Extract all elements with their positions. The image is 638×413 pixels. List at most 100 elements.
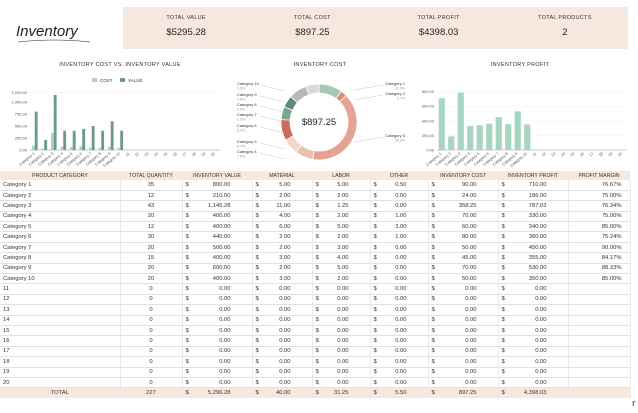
cell-quantity[interactable]: 0 — [120, 335, 183, 347]
cell-margin[interactable] — [568, 377, 631, 389]
cell-profit[interactable]: $340.00 — [498, 221, 569, 233]
cell-margin[interactable] — [568, 367, 631, 378]
cell-material[interactable]: $0.00 — [252, 294, 313, 306]
cell-cost[interactable]: $0.00 — [428, 304, 499, 316]
cell-profit[interactable]: $330.00 — [498, 211, 569, 223]
cell-material[interactable]: $2.00 — [252, 263, 313, 275]
cell-profit[interactable]: $186.00 — [498, 190, 569, 202]
cell-category[interactable]: 12 — [0, 294, 121, 306]
col-total-quantity[interactable]: TOTAL QUANTITY — [120, 171, 182, 180]
cell-value[interactable]: $440.00 — [182, 231, 253, 243]
cell-other[interactable]: $0.00 — [370, 304, 429, 316]
cell-margin[interactable] — [568, 356, 631, 368]
col-inventory-cost[interactable]: INVENTORY COST — [428, 171, 498, 180]
cell-quantity[interactable]: 20 — [120, 263, 183, 275]
cell-margin[interactable] — [568, 304, 631, 316]
cell-labor[interactable]: $0.00 — [312, 315, 371, 326]
cell-material[interactable]: $40.00 — [252, 387, 313, 398]
cell-category[interactable]: Category 2 — [0, 190, 121, 202]
cell-other[interactable]: $0.00 — [370, 346, 429, 358]
col-labor[interactable]: LABOR — [312, 171, 370, 180]
cell-other[interactable]: $0.00 — [370, 325, 429, 337]
cell-margin[interactable] — [568, 346, 631, 358]
cell-cost[interactable]: $24.00 — [428, 190, 499, 202]
cell-cost[interactable]: $358.25 — [428, 200, 499, 212]
cell-other[interactable]: $0.50 — [370, 180, 429, 191]
cell-margin[interactable] — [568, 315, 631, 326]
cell-margin[interactable]: 85.00% — [568, 221, 631, 233]
cell-margin[interactable]: 90.00% — [568, 242, 631, 254]
cell-cost[interactable]: $0.00 — [428, 294, 499, 306]
cell-cost[interactable]: $0.00 — [428, 315, 499, 326]
cell-cost[interactable]: $70.00 — [428, 263, 499, 275]
cell-category[interactable]: 20 — [0, 377, 121, 389]
cell-margin[interactable] — [568, 335, 631, 347]
cell-value[interactable]: $0.00 — [182, 283, 253, 295]
cell-labor[interactable]: $0.00 — [312, 325, 371, 337]
cell-profit[interactable]: $0.00 — [498, 325, 569, 337]
cell-quantity[interactable]: 12 — [120, 221, 183, 233]
cell-margin[interactable]: 75.00% — [568, 190, 631, 202]
cell-cost[interactable]: $70.00 — [428, 211, 499, 223]
cell-value[interactable]: $0.00 — [182, 377, 253, 389]
cell-profit[interactable]: $0.00 — [498, 294, 569, 306]
cell-category[interactable]: Category 8 — [0, 252, 121, 264]
cell-value[interactable]: $0.00 — [182, 304, 253, 316]
cell-quantity[interactable]: 20 — [120, 242, 183, 254]
cell-other[interactable]: $0.00 — [370, 283, 429, 295]
cell-other[interactable]: $3.00 — [370, 221, 429, 233]
cell-value[interactable]: $0.00 — [182, 335, 253, 347]
cell-category[interactable]: Category 7 — [0, 242, 121, 254]
cell-quantity[interactable]: 30 — [120, 231, 183, 243]
cell-cost[interactable]: $0.00 — [428, 325, 499, 337]
cell-profit[interactable]: $0.00 — [498, 283, 569, 295]
cell-other[interactable]: $5.50 — [370, 387, 429, 398]
cell-cost[interactable]: $0.00 — [428, 346, 499, 358]
cell-category[interactable]: Category 3 — [0, 200, 121, 212]
cell-labor[interactable]: $0.00 — [312, 304, 371, 316]
cell-category[interactable]: 18 — [0, 356, 121, 368]
cell-category[interactable]: 17 — [0, 346, 121, 358]
cell-value[interactable]: $0.00 — [182, 346, 253, 358]
cell-value[interactable]: $210.00 — [182, 190, 253, 202]
cell-profit[interactable]: $710.00 — [498, 180, 569, 191]
cell-cost[interactable]: $45.00 — [428, 252, 499, 264]
cell-labor[interactable]: $2.00 — [312, 231, 371, 243]
cell-margin[interactable] — [568, 325, 631, 337]
cell-material[interactable]: $2.00 — [252, 242, 313, 254]
cell-labor[interactable]: $0.00 — [312, 346, 371, 358]
cell-value[interactable]: $800.00 — [182, 180, 253, 191]
cell-cost[interactable]: $0.00 — [428, 335, 499, 347]
cell-margin[interactable]: 75.24% — [568, 231, 631, 243]
cell-other[interactable]: $1.00 — [370, 211, 429, 223]
cell-cost[interactable]: $0.00 — [428, 377, 499, 389]
cell-value[interactable]: $400.00 — [182, 252, 253, 264]
cell-quantity[interactable]: 35 — [120, 180, 183, 191]
col-other[interactable]: OTHER — [370, 171, 428, 180]
cell-value[interactable]: $600.00 — [182, 263, 253, 275]
cell-material[interactable]: $4.00 — [252, 211, 313, 223]
col-inventory-profit[interactable]: INVENTORY PROFIT — [498, 171, 568, 180]
cell-margin[interactable] — [568, 294, 631, 306]
cell-profit[interactable]: $0.00 — [498, 304, 569, 316]
cell-other[interactable]: $0.00 — [370, 356, 429, 368]
col-product-category[interactable]: PRODUCT CATEGORY — [0, 171, 120, 180]
cell-profit[interactable]: $350.00 — [498, 273, 569, 285]
cell-cost[interactable]: $0.00 — [428, 367, 499, 378]
cell-other[interactable]: $0.00 — [370, 242, 429, 254]
cell-margin[interactable]: 76.34% — [568, 200, 631, 212]
cell-profit[interactable]: $0.00 — [498, 346, 569, 358]
cell-other[interactable]: $0.00 — [370, 367, 429, 378]
cell-other[interactable]: $0.00 — [370, 263, 429, 275]
cell-cost[interactable]: $0.00 — [428, 356, 499, 368]
cell-material[interactable]: $5.00 — [252, 180, 313, 191]
cell-other[interactable]: $0.00 — [370, 377, 429, 389]
cell-labor[interactable]: $5.00 — [312, 263, 371, 275]
cell-labor[interactable]: $0.00 — [312, 335, 371, 347]
cell-quantity[interactable]: 0 — [120, 283, 183, 295]
cell-value[interactable]: $0.00 — [182, 315, 253, 326]
cell-profit[interactable]: $0.00 — [498, 367, 569, 378]
cell-value[interactable]: $0.00 — [182, 294, 253, 306]
cell-value[interactable]: $500.00 — [182, 242, 253, 254]
cell-material[interactable]: $0.00 — [252, 367, 313, 378]
